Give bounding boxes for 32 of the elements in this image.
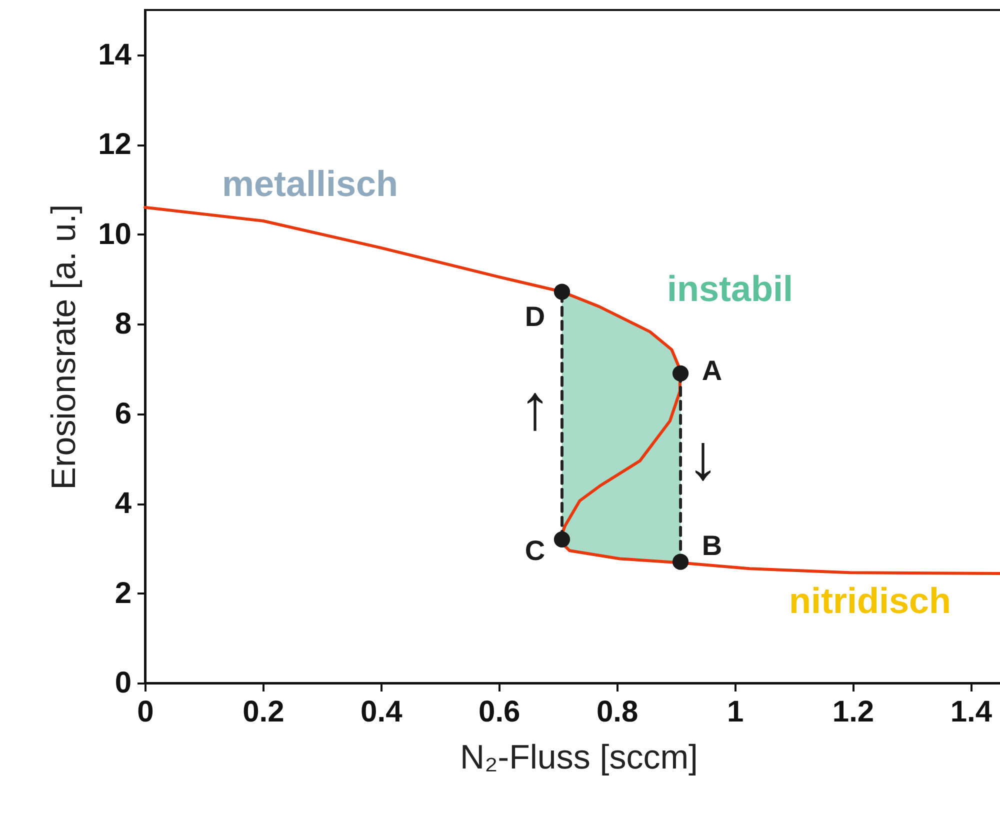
line-series [144, 206, 1000, 576]
x-tick-label: 0.2 [242, 696, 284, 728]
point [672, 365, 689, 382]
annotation: D [524, 301, 546, 332]
y-tick-label: 8 [114, 308, 132, 341]
point [672, 554, 689, 570]
x-tick-label: 1.4 [950, 696, 992, 728]
y-tick-label: 14 [98, 38, 132, 72]
x-tick-label: 0.4 [360, 696, 403, 728]
point [554, 531, 570, 548]
annotation: B [702, 530, 722, 561]
x-axis-title: N₂-Fluss [sccm] [460, 738, 698, 776]
x-tick-label: 0 [137, 696, 154, 728]
x-tick-label: 0.6 [478, 696, 520, 728]
y-tick-label: 6 [114, 397, 132, 430]
y-axis-title: Erosionsrate [a. u.] [45, 204, 84, 490]
point [554, 284, 570, 300]
x-tick-label: 1.2 [832, 696, 874, 728]
annotation: instabil [666, 268, 794, 309]
y-tick-label: 10 [98, 218, 132, 251]
x-tick-label: 0.8 [596, 696, 638, 728]
annotation: ↓ [687, 421, 719, 493]
x-tick-label: 1 [726, 696, 744, 728]
annotation: ↑ [519, 371, 551, 443]
y-tick-label: 2 [114, 576, 132, 610]
annotation: C [524, 535, 546, 566]
y-tick-label: 4 [114, 487, 132, 520]
annotation: A [702, 355, 722, 386]
y-tick-label: 12 [98, 128, 132, 162]
annotation: metallisch [222, 163, 398, 204]
annotation: nitridisch [788, 580, 952, 621]
y-tick-label: 0 [114, 666, 132, 700]
